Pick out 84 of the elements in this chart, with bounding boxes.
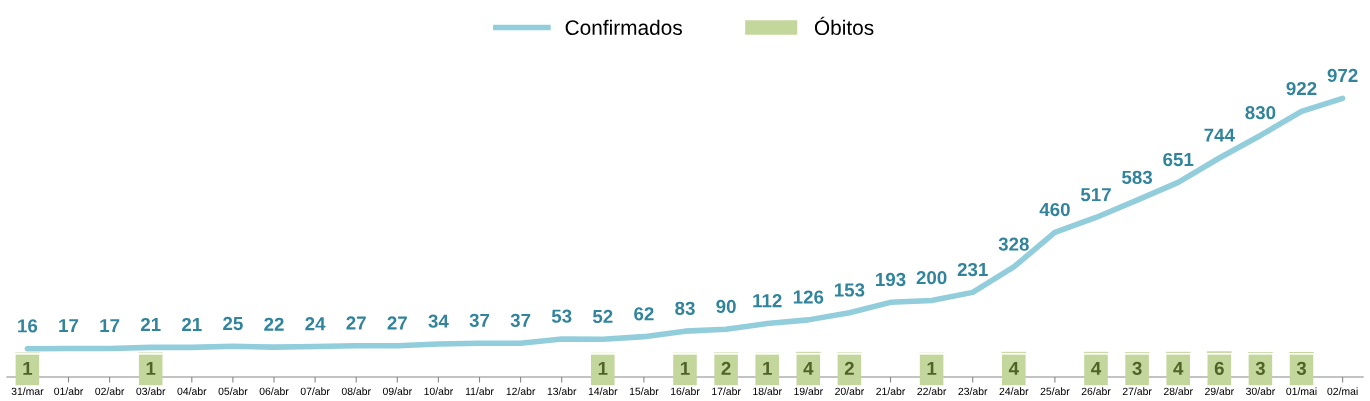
data-label: 2 [844, 361, 854, 375]
x-tick-label: 26/abr [1081, 387, 1111, 396]
x-tick-label: 01/abr [54, 387, 84, 396]
data-label: 460 [1039, 202, 1070, 217]
x-tick-label: 30/abr [1246, 387, 1275, 396]
x-tick-label: 11/abr [465, 387, 494, 396]
data-label: 193 [876, 272, 906, 287]
x-tick-label: 31/mar [11, 387, 44, 396]
x-tick-label: 13/abr [547, 387, 577, 396]
data-label: 4 [803, 361, 814, 375]
x-tick-label: 25/abr [1040, 387, 1070, 396]
data-label: 24 [305, 317, 326, 331]
data-label: 3 [1255, 361, 1265, 376]
data-label: 4 [1008, 361, 1019, 375]
data-label: 16 [18, 319, 38, 333]
data-label: 17 [100, 319, 120, 333]
legend-label: Confirmados [565, 19, 682, 36]
data-label: 37 [469, 313, 490, 328]
data-label: 1 [23, 361, 33, 375]
x-tick-label: 21/abr [876, 387, 906, 396]
data-label: 583 [1122, 170, 1153, 184]
data-label: 90 [716, 299, 736, 314]
x-tick-label: 10/abr [424, 387, 453, 396]
data-label: 62 [634, 307, 654, 321]
x-tick-label: 08/abr [341, 387, 371, 396]
x-tick-label: 02/mai [1327, 387, 1358, 396]
x-tick-label: 01/mai [1286, 387, 1317, 396]
data-label: 1 [598, 361, 608, 375]
x-tick-label: 19/abr [794, 387, 823, 396]
x-tick-label: 03/abr [136, 387, 166, 396]
data-label: 34 [428, 314, 449, 328]
data-label: 27 [387, 316, 407, 330]
data-label: 328 [998, 237, 1029, 251]
data-label: 83 [675, 301, 695, 315]
data-label: 17 [59, 319, 79, 333]
data-label: 27 [346, 316, 366, 330]
x-tick-label: 23/abr [958, 387, 988, 396]
data-label: 830 [1245, 105, 1276, 120]
x-tick-label: 17/abr [712, 387, 741, 396]
data-label: 22 [264, 317, 284, 331]
x-tick-label: 28/abr [1163, 387, 1193, 396]
data-label: 922 [1286, 81, 1317, 96]
x-tick-label: 05/abr [218, 387, 248, 396]
data-label: 200 [916, 271, 947, 285]
x-tick-label: 20/abr [835, 387, 864, 396]
x-tick-label: 14/abr [588, 387, 618, 396]
x-tick-label: 07/abr [300, 387, 330, 396]
data-label: 651 [1163, 152, 1194, 167]
data-label: 1 [680, 361, 690, 375]
data-label: 126 [793, 290, 824, 304]
data-label: 2 [721, 361, 731, 375]
data-label: 1 [763, 361, 772, 375]
data-label: 1 [927, 361, 937, 375]
x-tick-label: 18/abr [753, 387, 782, 396]
data-label: 53 [551, 309, 572, 323]
x-tick-label: 06/abr [259, 387, 289, 396]
data-label: 972 [1327, 68, 1358, 83]
data-label: 21 [182, 317, 202, 331]
data-label: 21 [140, 317, 161, 331]
data-label: 52 [592, 309, 613, 324]
data-label: 112 [753, 294, 782, 308]
x-tick-label: 02/abr [95, 387, 125, 396]
data-label: 4 [1173, 361, 1184, 375]
data-label: 231 [957, 262, 988, 277]
data-label: 25 [223, 316, 243, 331]
x-tick-label: 24/abr [999, 387, 1029, 396]
data-label: 4 [1091, 361, 1102, 375]
x-tick-label: 04/abr [177, 387, 207, 396]
x-tick-label: 22/abr [917, 387, 947, 396]
data-label: 6 [1214, 361, 1224, 375]
x-tick-label: 12/abr [506, 387, 536, 396]
data-label: 3 [1132, 361, 1142, 376]
legend-label: Óbitos [814, 16, 874, 36]
x-tick-label: 15/abr [629, 387, 659, 396]
x-tick-label: 16/abr [671, 387, 700, 396]
data-label: 153 [834, 283, 865, 297]
data-label: 1 [146, 361, 156, 375]
data-label: 3 [1296, 361, 1307, 376]
x-tick-label: 27/abr [1122, 387, 1152, 396]
data-label: 517 [1080, 188, 1111, 202]
data-label: 37 [510, 313, 531, 328]
x-tick-label: 29/abr [1205, 387, 1234, 396]
x-tick-label: 09/abr [382, 387, 412, 396]
data-label: 744 [1204, 128, 1235, 142]
